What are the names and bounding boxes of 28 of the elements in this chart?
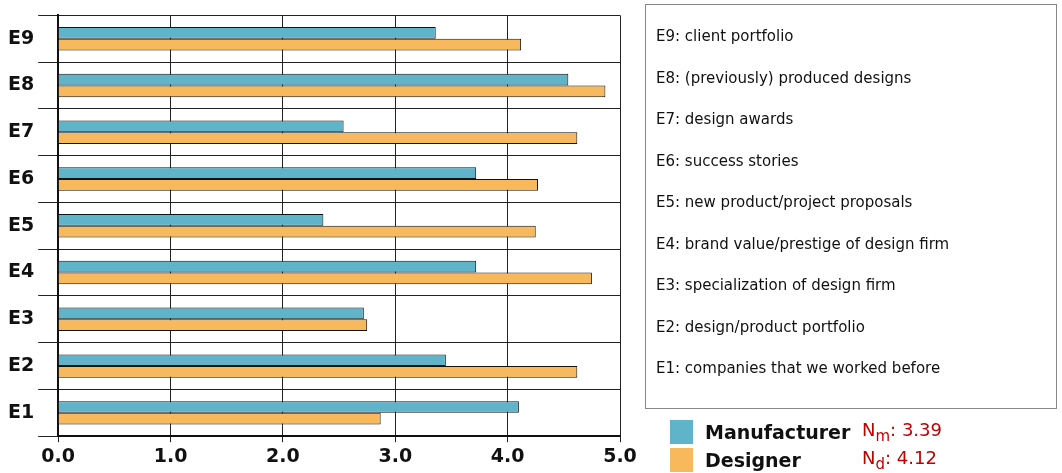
legend-label: Designer (705, 449, 802, 471)
y-tick-label: E7 (8, 119, 35, 142)
x-tick-label: 2.0 (266, 443, 300, 466)
legend-label: Manufacturer (705, 421, 852, 443)
text: E4: brand value/prestige of design firm (656, 234, 951, 255)
y-tick-label: E9 (8, 25, 35, 48)
text: E6: success stories (656, 151, 800, 172)
text: E7: design awards (656, 110, 795, 130)
text: E9: client portfolio (656, 27, 795, 47)
text: N$_{d}$: 4.12 (862, 447, 937, 473)
text: E8: (previously) produced designs (656, 68, 913, 89)
y-tick-label: E1 (8, 399, 35, 422)
y-tick-label: E8 (8, 72, 35, 95)
x-tick-label: 3.0 (378, 443, 413, 466)
x-tick-label: 1.0 (153, 443, 188, 466)
y-tick-label: E4 (8, 259, 35, 282)
y-tick-label: E6 (8, 165, 35, 188)
text: E3: specialization of design firm (656, 276, 897, 296)
text: E2: design/product portfolio (656, 317, 866, 338)
x-tick-label: 0.0 (41, 443, 76, 466)
y-tick-label: E5 (8, 212, 35, 235)
y-tick-label: E3 (8, 306, 35, 329)
text: N$_{m}$: 3.39 (862, 419, 942, 445)
text: E1: companies that we worked before (656, 359, 942, 379)
x-tick-label: 5.0 (603, 443, 637, 466)
text: E5: new product/project proposals (656, 193, 914, 213)
x-tick-label: 4.0 (490, 443, 525, 466)
y-tick-label: E2 (8, 353, 35, 375)
